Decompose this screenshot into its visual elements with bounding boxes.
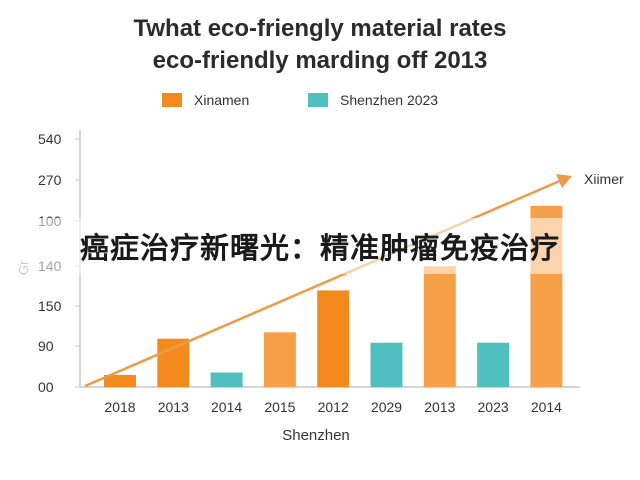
x-axis-label: Shenzhen [282, 427, 350, 444]
trend-arrowhead [556, 174, 572, 188]
legend-label-xinamen: Xinamen [194, 92, 250, 108]
x-tick-label: 2012 [318, 399, 349, 415]
y-tick-label: 270 [38, 172, 62, 188]
legend-swatch-orange [162, 93, 182, 107]
overlay-banner-text: 癌症治疗新曙光：精准肿瘤免疫治疗 [0, 218, 640, 274]
x-tick-label: 2013 [424, 399, 455, 415]
bar-shenzhen [370, 342, 403, 387]
legend-swatch-teal [308, 93, 328, 107]
x-tick-label: 2014 [531, 399, 562, 415]
x-tick-label: 2015 [264, 399, 295, 415]
y-tick-label: 00 [38, 379, 54, 395]
x-tick-label: 2013 [158, 399, 189, 415]
x-tick-label: 2018 [104, 399, 135, 415]
bar-xinamen [157, 338, 190, 387]
trend-label: Xiimer [584, 171, 624, 187]
x-tick-label: 2014 [211, 399, 242, 415]
bar-shenzhen [210, 372, 243, 387]
bar-xinamen [317, 290, 350, 387]
bar-xinamen [423, 266, 456, 387]
bar-xinamen [104, 374, 136, 387]
chart-title-line2: eco-friendly marding off 2013 [152, 47, 488, 74]
legend-item-shenzhen: Shenzhen 2023 [308, 92, 438, 108]
y-tick-label: 150 [38, 298, 62, 314]
bar-xinamen [263, 332, 296, 387]
x-tick-label: 2029 [371, 399, 402, 415]
legend-label-shenzhen: Shenzhen 2023 [340, 92, 439, 108]
chart-legend: Xinamen Shenzhen 2023 [0, 92, 640, 116]
chart-title-line1: Twhat eco-friengly material rates [133, 15, 507, 42]
bar-shenzhen [477, 342, 510, 387]
y-tick-label: 540 [38, 131, 62, 147]
trend-line [84, 178, 563, 388]
x-tick-label: 2023 [478, 399, 509, 415]
y-tick-label: 90 [38, 338, 54, 354]
legend-item-xinamen: Xinamen [162, 92, 249, 108]
